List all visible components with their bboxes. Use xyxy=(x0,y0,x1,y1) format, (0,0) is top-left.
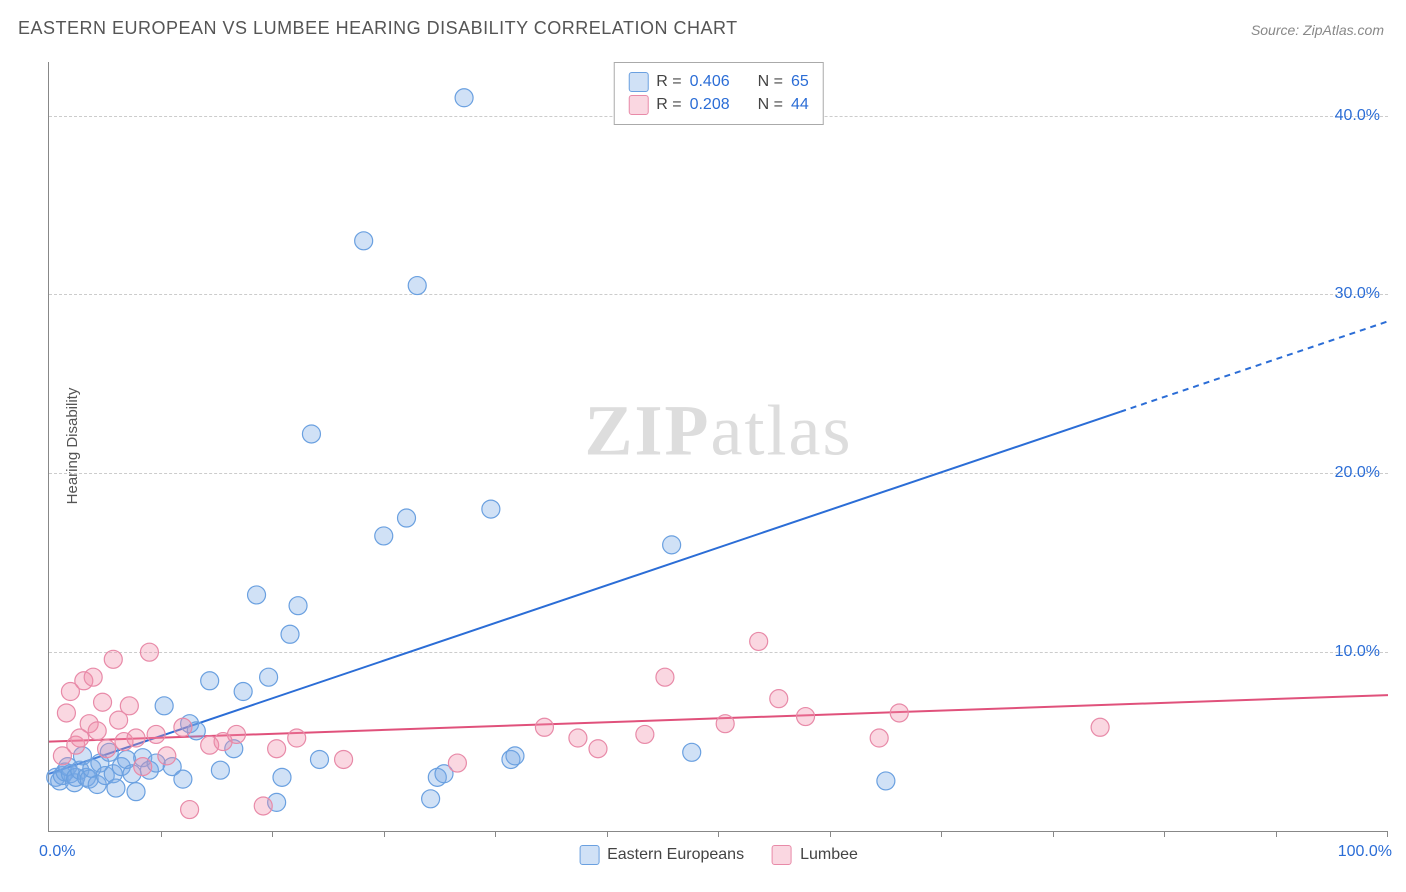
stats-value-r-1: 0.208 xyxy=(690,96,730,114)
scatter-point xyxy=(181,801,199,819)
scatter-point xyxy=(211,761,229,779)
scatter-point xyxy=(636,725,654,743)
scatter-point xyxy=(870,729,888,747)
scatter-point xyxy=(127,729,145,747)
scatter-point xyxy=(268,740,286,758)
scatter-point xyxy=(750,632,768,650)
scatter-point xyxy=(120,697,138,715)
x-tick xyxy=(718,831,719,837)
scatter-point xyxy=(448,754,466,772)
scatter-point xyxy=(289,597,307,615)
scatter-point xyxy=(716,715,734,733)
scatter-point xyxy=(663,536,681,554)
chart-title: EASTERN EUROPEAN VS LUMBEE HEARING DISAB… xyxy=(18,18,738,39)
stats-label-r: R = xyxy=(656,73,681,91)
scatter-point xyxy=(335,750,353,768)
scatter-point xyxy=(569,729,587,747)
scatter-point xyxy=(147,725,165,743)
source-attribution: Source: ZipAtlas.com xyxy=(1251,22,1384,38)
scatter-point xyxy=(273,768,291,786)
scatter-point xyxy=(355,232,373,250)
scatter-point xyxy=(155,697,173,715)
x-tick xyxy=(161,831,162,837)
scatter-point xyxy=(589,740,607,758)
scatter-point xyxy=(248,586,266,604)
scatter-point xyxy=(174,718,192,736)
stats-legend-row: R = 0.406 N = 65 xyxy=(628,72,809,92)
scatter-point xyxy=(797,708,815,726)
legend-swatch-series-0b xyxy=(579,845,599,865)
scatter-point xyxy=(158,747,176,765)
scatter-point xyxy=(88,722,106,740)
scatter-point xyxy=(890,704,908,722)
stats-legend-row: R = 0.208 N = 44 xyxy=(628,95,809,115)
scatter-point xyxy=(1091,718,1109,736)
stats-legend: R = 0.406 N = 65 R = 0.208 N = 44 xyxy=(613,62,824,125)
scatter-point xyxy=(234,683,252,701)
scatter-point xyxy=(104,650,122,668)
scatter-points-layer xyxy=(49,62,1388,831)
legend-swatch-series-0 xyxy=(628,72,648,92)
scatter-point xyxy=(107,779,125,797)
scatter-point xyxy=(422,790,440,808)
scatter-point xyxy=(877,772,895,790)
series-legend-item: Eastern Europeans xyxy=(579,845,744,865)
scatter-point xyxy=(140,643,158,661)
scatter-point xyxy=(127,783,145,801)
x-tick xyxy=(384,831,385,837)
scatter-point xyxy=(310,750,328,768)
plot-area: ZIPatlas R = 0.406 N = 65 R = 0.208 N = … xyxy=(48,62,1388,832)
x-tick xyxy=(941,831,942,837)
series-legend-item: Lumbee xyxy=(772,845,858,865)
scatter-point xyxy=(535,718,553,736)
x-axis-max-label: 100.0% xyxy=(1338,843,1392,861)
x-tick xyxy=(272,831,273,837)
scatter-point xyxy=(260,668,278,686)
scatter-point xyxy=(408,277,426,295)
scatter-point xyxy=(98,740,116,758)
stats-value-r-0: 0.406 xyxy=(690,73,730,91)
scatter-point xyxy=(254,797,272,815)
legend-swatch-series-1b xyxy=(772,845,792,865)
series-legend: Eastern Europeans Lumbee xyxy=(579,845,858,865)
x-tick xyxy=(1276,831,1277,837)
stats-value-n-1: 44 xyxy=(791,96,809,114)
scatter-point xyxy=(482,500,500,518)
x-tick xyxy=(607,831,608,837)
x-tick xyxy=(1164,831,1165,837)
scatter-point xyxy=(281,625,299,643)
stats-value-n-0: 65 xyxy=(791,73,809,91)
stats-label-n: N = xyxy=(758,73,783,91)
stats-label-r: R = xyxy=(656,96,681,114)
scatter-point xyxy=(506,747,524,765)
scatter-point xyxy=(94,693,112,711)
scatter-point xyxy=(84,668,102,686)
x-tick xyxy=(1053,831,1054,837)
scatter-point xyxy=(455,89,473,107)
scatter-point xyxy=(201,672,219,690)
series-legend-label-1: Lumbee xyxy=(800,846,858,864)
legend-swatch-series-1 xyxy=(628,95,648,115)
scatter-point xyxy=(134,758,152,776)
x-axis-min-label: 0.0% xyxy=(39,843,75,861)
scatter-point xyxy=(656,668,674,686)
x-tick xyxy=(1387,831,1388,837)
scatter-point xyxy=(770,690,788,708)
scatter-point xyxy=(57,704,75,722)
scatter-point xyxy=(227,725,245,743)
scatter-point xyxy=(398,509,416,527)
x-tick xyxy=(495,831,496,837)
scatter-point xyxy=(683,743,701,761)
x-tick xyxy=(830,831,831,837)
scatter-point xyxy=(174,770,192,788)
scatter-point xyxy=(302,425,320,443)
scatter-point xyxy=(288,729,306,747)
stats-label-n: N = xyxy=(758,96,783,114)
series-legend-label-0: Eastern Europeans xyxy=(607,846,744,864)
scatter-point xyxy=(375,527,393,545)
